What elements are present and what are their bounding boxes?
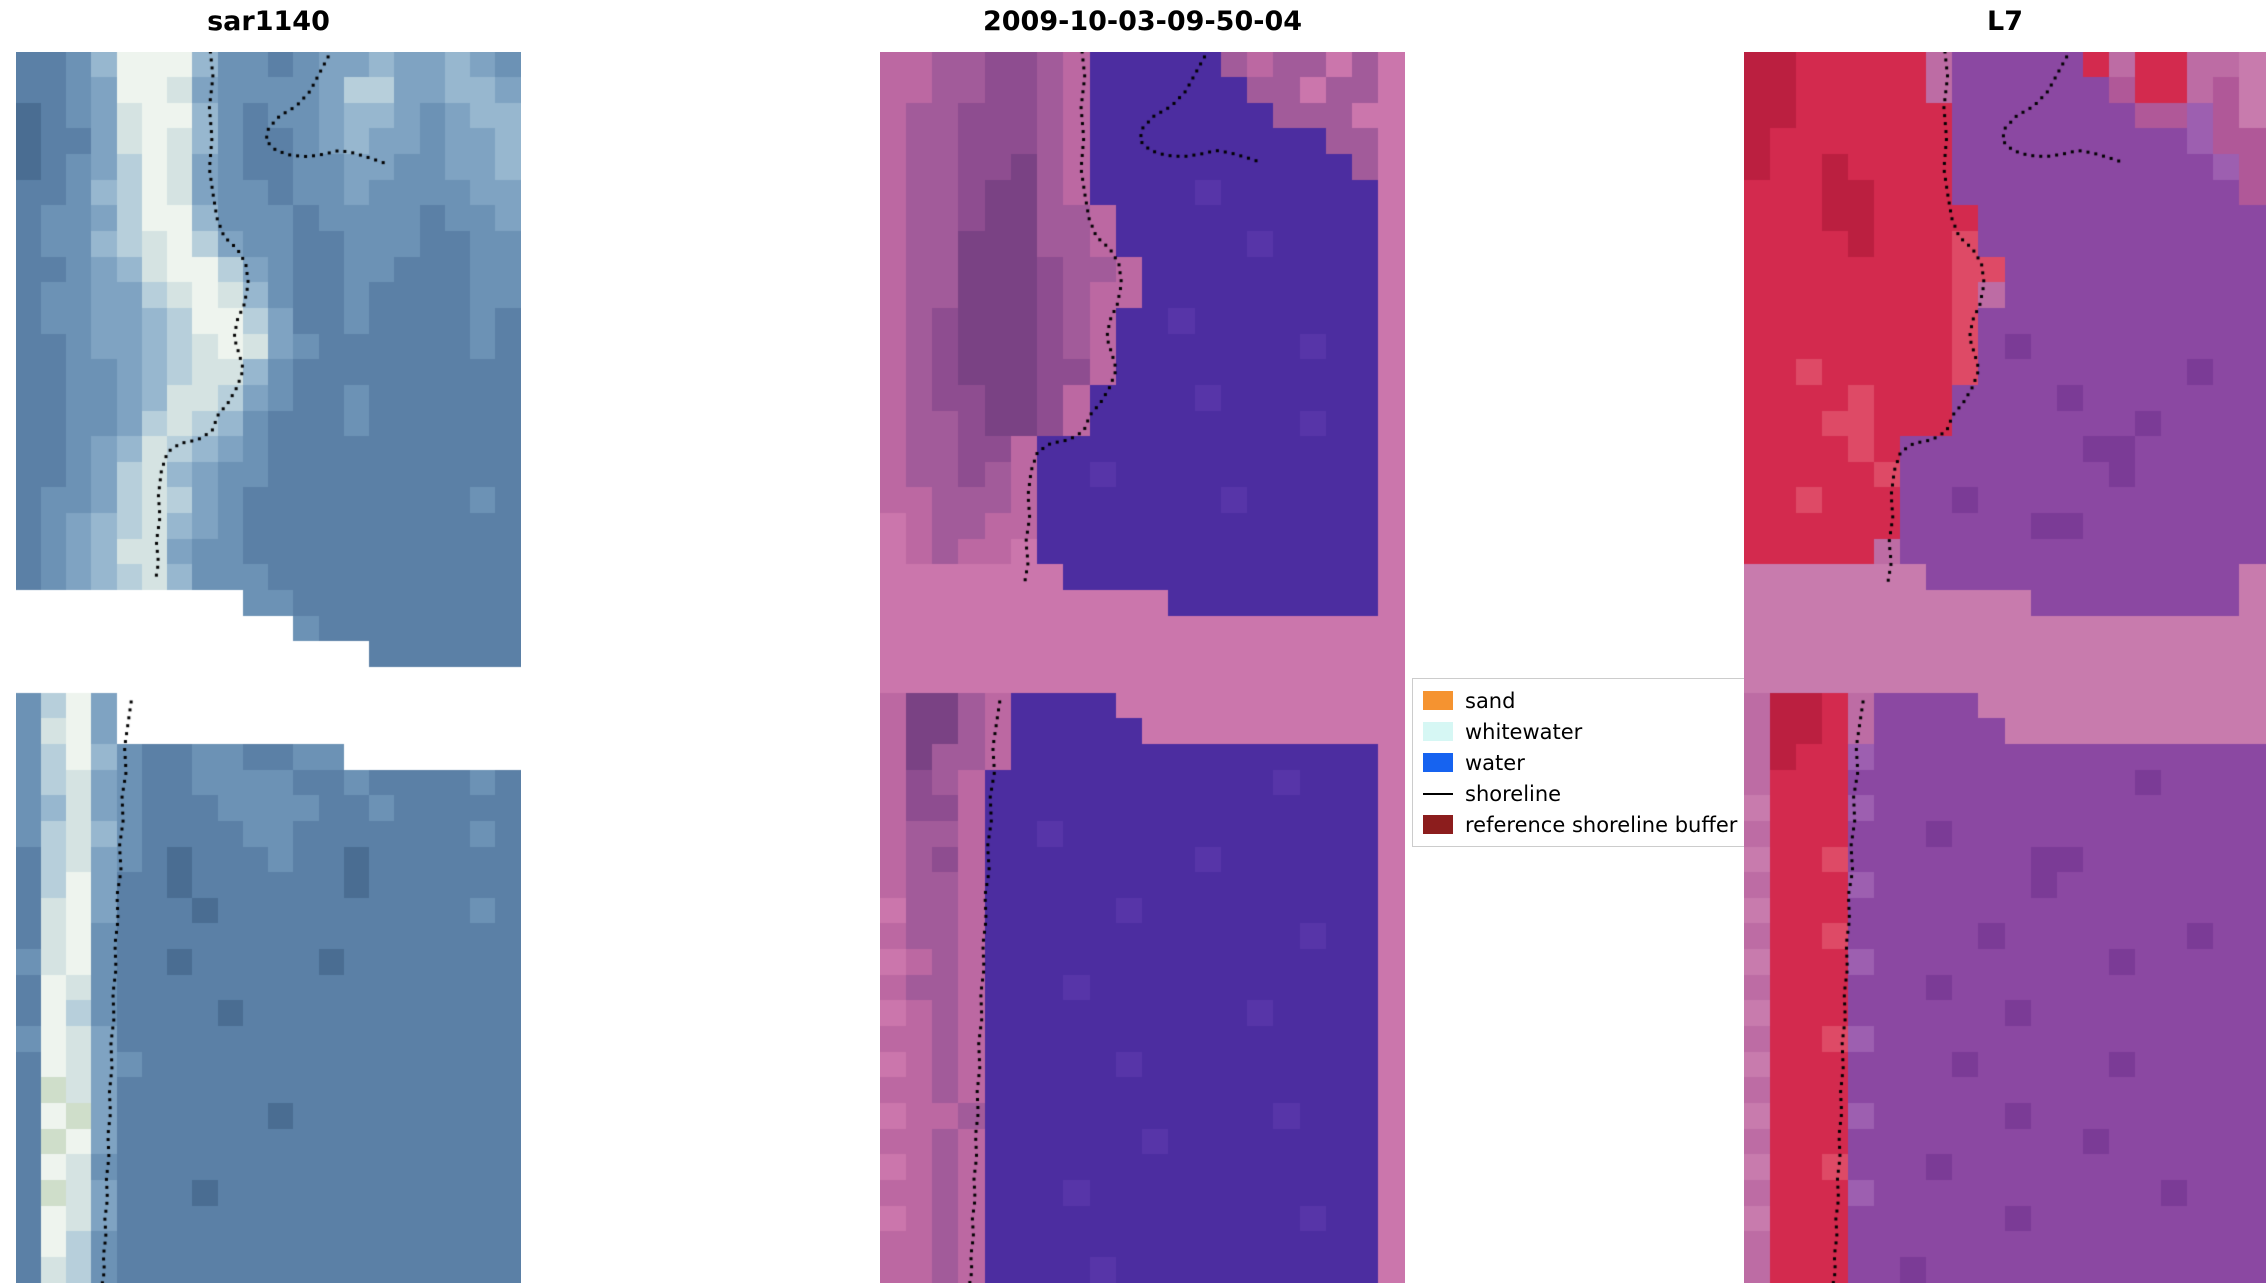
legend-label: water bbox=[1465, 750, 1525, 775]
legend-item-water: water bbox=[1423, 747, 1793, 778]
panel-classified bbox=[880, 52, 1405, 1283]
legend-label: sand bbox=[1465, 688, 1516, 713]
legend-label: reference shoreline buffer bbox=[1465, 812, 1738, 837]
l7-image bbox=[1744, 52, 2266, 1283]
legend-item-reference-shoreline-buffer: reference shoreline buffer bbox=[1423, 809, 1793, 840]
panel-l7 bbox=[1744, 52, 2266, 1283]
legend-item-shoreline: shoreline bbox=[1423, 778, 1793, 809]
panel-title-l7: L7 bbox=[1987, 6, 2023, 37]
panel-sar1140 bbox=[16, 52, 521, 1283]
sand-swatch bbox=[1423, 691, 1453, 710]
legend-item-whitewater: whitewater bbox=[1423, 716, 1793, 747]
classified-image bbox=[880, 52, 1405, 1283]
panel-title-sar1140: sar1140 bbox=[207, 6, 330, 37]
legend-label: shoreline bbox=[1465, 781, 1562, 806]
panel-title-date: 2009-10-03-09-50-04 bbox=[982, 6, 1303, 37]
shoreline-swatch bbox=[1423, 792, 1453, 795]
whitewater-swatch bbox=[1423, 722, 1453, 741]
reference-shoreline-buffer-swatch bbox=[1423, 815, 1453, 834]
legend-label: whitewater bbox=[1465, 719, 1583, 744]
sar1140-image bbox=[16, 52, 521, 1283]
legend-item-sand: sand bbox=[1423, 685, 1793, 716]
water-swatch bbox=[1423, 753, 1453, 772]
legend: sand whitewater water shoreline reference sh… bbox=[1412, 678, 1804, 847]
